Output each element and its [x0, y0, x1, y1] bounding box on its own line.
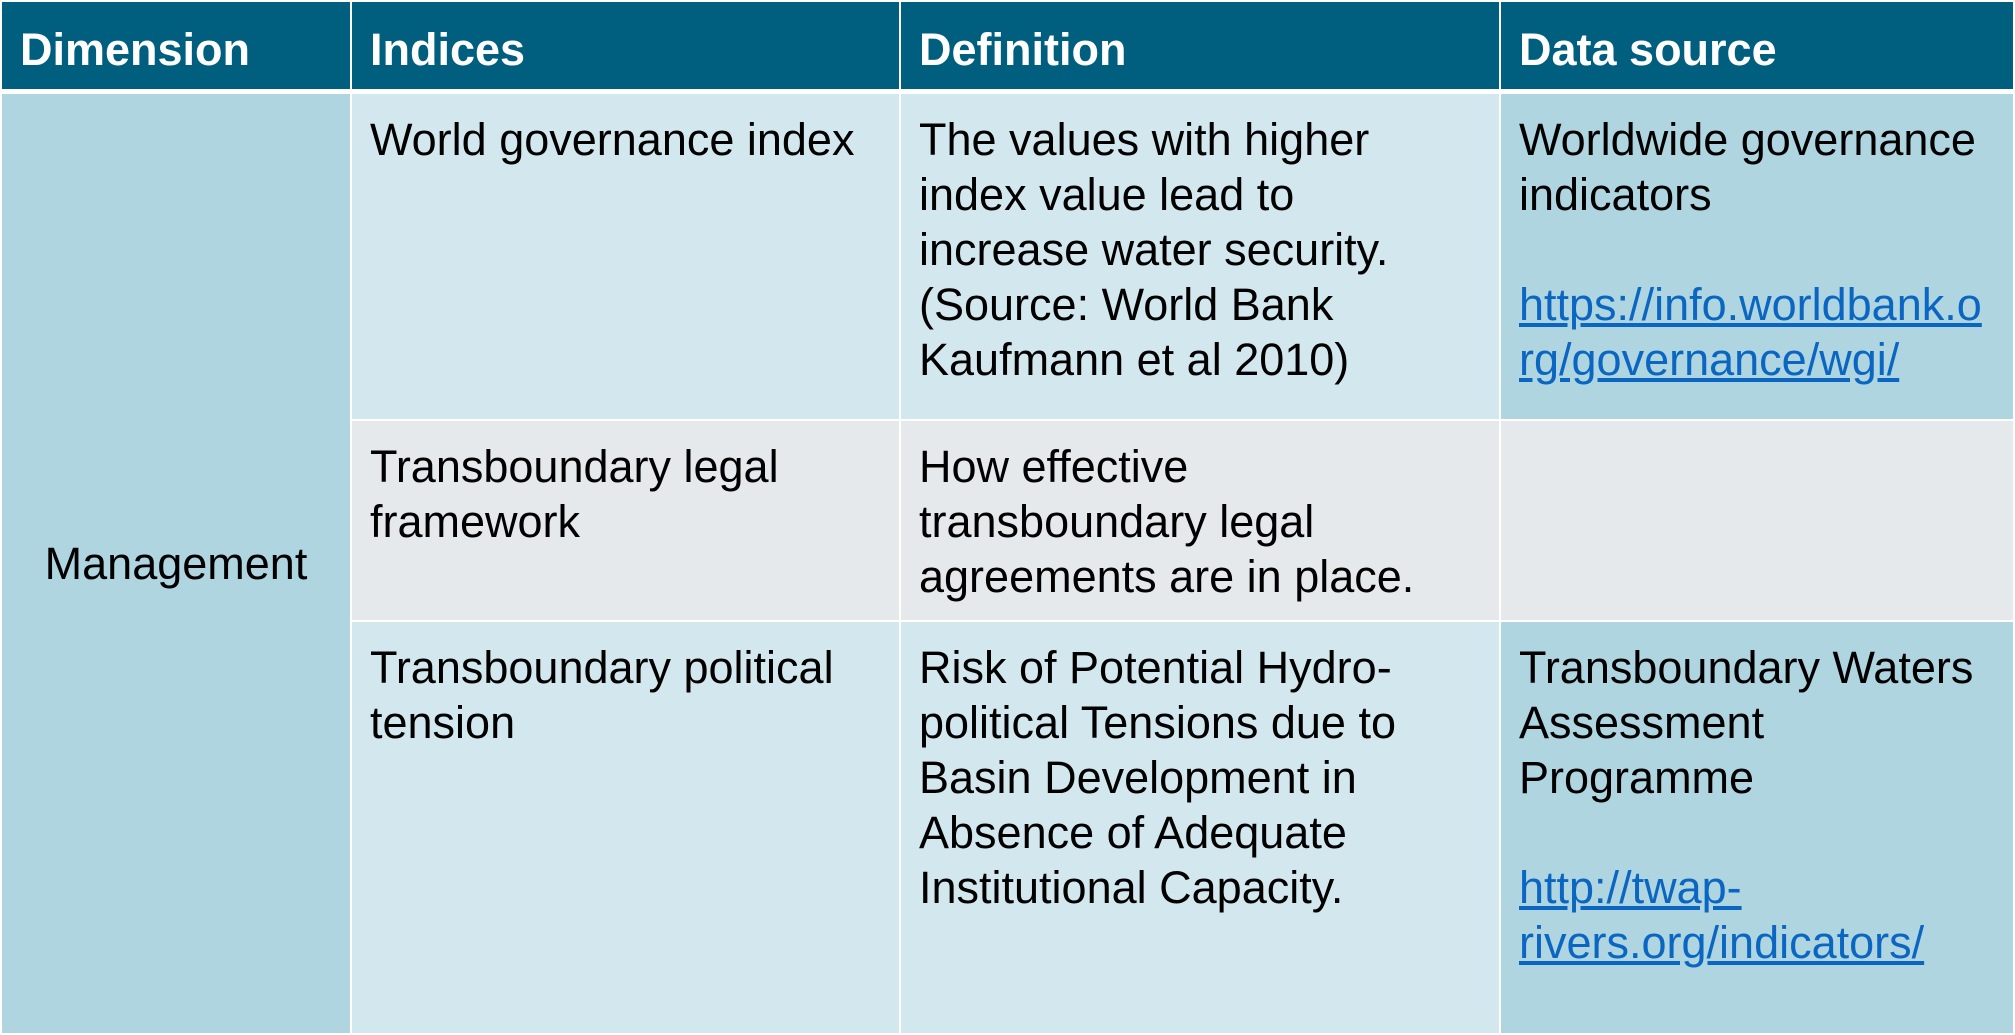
row-1-definition-line: (Source: World Bank — [919, 279, 1334, 330]
row-3-source-line: Programme — [1519, 752, 1755, 803]
row-3-definition-line: Institutional Capacity. — [919, 862, 1344, 913]
row-2-definition-line: transboundary legal — [919, 496, 1315, 547]
header-dimension-label: Dimension — [20, 24, 251, 75]
worldbank-wgi-link-line[interactable]: https://info.worldbank.o — [1519, 279, 1982, 330]
dimension-management-cell: Management — [2, 94, 350, 1033]
row-1-definition-line: The values with higher — [919, 114, 1370, 165]
worldbank-wgi-link-line[interactable]: rg/governance/wgi/ — [1519, 334, 1900, 385]
row-3-index: Transboundary political tension — [352, 622, 899, 1033]
row-3-index-line: tension — [370, 697, 516, 748]
header-data-source-label: Data source — [1519, 24, 1777, 75]
row-1-source-line: Worldwide governance — [1519, 114, 1976, 165]
row-1-data-source: Worldwide governance indicators https://… — [1501, 94, 2013, 419]
row-2-index-line: Transboundary legal — [370, 441, 779, 492]
row-2-definition: How effective transboundary legal agreem… — [901, 421, 1499, 620]
header-dimension: Dimension — [2, 2, 350, 89]
row-1-definition: The values with higher index value lead … — [901, 94, 1499, 419]
row-3-definition-line: Risk of Potential Hydro- — [919, 642, 1392, 693]
row-2-index-line: framework — [370, 496, 581, 547]
header-definition: Definition — [901, 2, 1499, 89]
worldbank-wgi-link[interactable]: https://info.worldbank.o rg/governance/w… — [1519, 277, 1995, 387]
row-1-definition-line: index value lead to — [919, 169, 1295, 220]
row-1-source-spacer — [1519, 222, 1995, 277]
row-3-definition-line: Absence of Adequate — [919, 807, 1347, 858]
row-3-definition: Risk of Potential Hydro- political Tensi… — [901, 622, 1499, 1033]
row-1-index: World governance index — [352, 94, 899, 419]
row-3-definition-line: Basin Development in — [919, 752, 1357, 803]
row-1-index-line: World governance index — [370, 114, 855, 165]
row-1-source-line: indicators — [1519, 169, 1712, 220]
header-definition-label: Definition — [919, 24, 1127, 75]
twap-indicators-link-line[interactable]: http://twap- — [1519, 862, 1742, 913]
row-1-definition-line: Kaufmann et al 2010) — [919, 334, 1350, 385]
row-3-data-source: Transboundary Waters Assessment Programm… — [1501, 622, 2013, 1033]
row-3-definition-line: political Tensions due to — [919, 697, 1396, 748]
twap-indicators-link[interactable]: http://twap- rivers.org/indicators/ — [1519, 860, 1995, 970]
header-indices-label: Indices — [370, 24, 526, 75]
row-2-data-source — [1501, 421, 2013, 620]
row-3-source-line: Assessment — [1519, 697, 1765, 748]
row-2-definition-line: How effective — [919, 441, 1189, 492]
row-1-definition-line: increase water security. — [919, 224, 1389, 275]
header-data-source: Data source — [1501, 2, 2013, 89]
row-2-index: Transboundary legal framework — [352, 421, 899, 620]
twap-indicators-link-line[interactable]: rivers.org/indicators/ — [1519, 917, 1925, 968]
header-indices: Indices — [352, 2, 899, 89]
row-3-source-spacer — [1519, 805, 1995, 860]
dimension-management-label: Management — [44, 538, 308, 589]
row-3-index-line: Transboundary political — [370, 642, 834, 693]
row-3-source-line: Transboundary Waters — [1519, 642, 1974, 693]
row-2-definition-line: agreements are in place. — [919, 551, 1415, 602]
